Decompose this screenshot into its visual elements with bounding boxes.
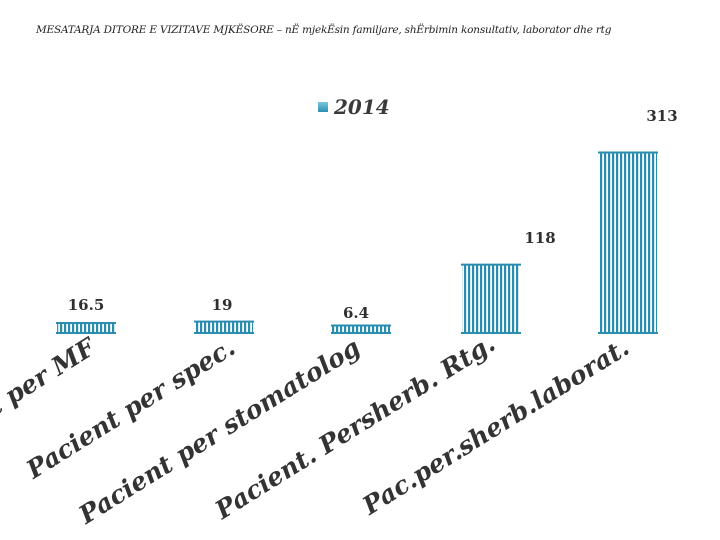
bar-base <box>461 332 521 334</box>
bar-body <box>332 326 390 333</box>
legend-swatch <box>318 102 328 112</box>
legend: 2014 <box>318 95 390 119</box>
chart-title: MESATARJA DITORE E VIZITAVE MJKËSORE – n… <box>36 24 612 36</box>
category-label-5: Pac.per.sherb.laborat. <box>357 332 635 520</box>
bar-2 <box>194 320 254 334</box>
bar-base <box>194 332 254 334</box>
bar-cap <box>461 263 521 266</box>
bar-cap <box>598 151 658 154</box>
bar-4 <box>461 263 521 334</box>
value-label-3: 6.4 <box>343 304 369 322</box>
bar-base <box>56 332 116 334</box>
bar-body <box>195 322 253 333</box>
bar-3 <box>331 324 391 334</box>
bar-body <box>599 153 657 333</box>
legend-label: 2014 <box>334 95 390 119</box>
bar-body <box>462 265 520 333</box>
bar-1 <box>56 322 116 334</box>
value-label-5: 313 <box>646 107 677 125</box>
value-label-4: 118 <box>524 229 555 247</box>
bar-body <box>57 323 115 333</box>
value-label-1: 16.5 <box>68 296 105 314</box>
bar-base <box>331 332 391 334</box>
bar-5 <box>598 151 658 334</box>
value-label-2: 19 <box>212 296 233 314</box>
bar-cap <box>331 324 391 327</box>
bar-base <box>598 332 658 334</box>
bar-cap <box>194 320 254 323</box>
bar-cap <box>56 322 116 325</box>
